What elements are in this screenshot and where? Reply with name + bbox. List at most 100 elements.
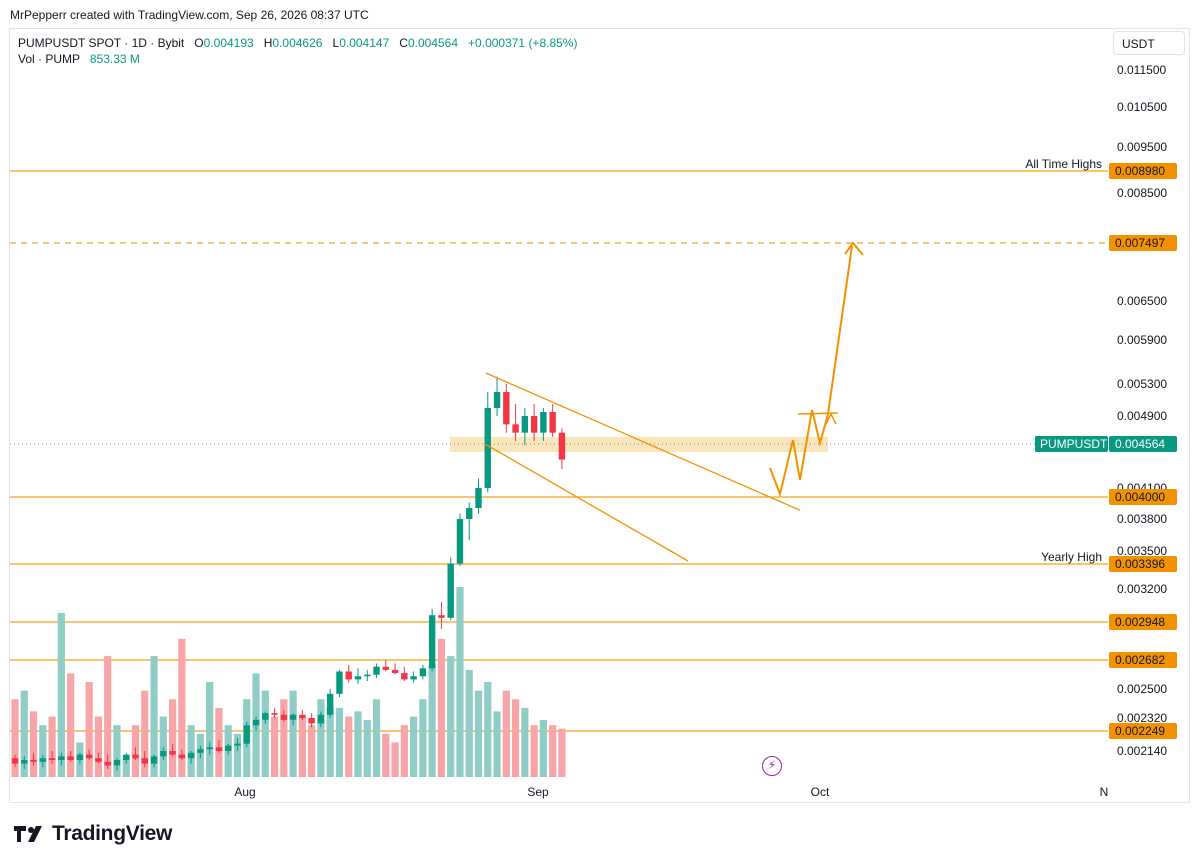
candle-body xyxy=(215,747,223,751)
volume-bar xyxy=(168,699,177,777)
candle-body xyxy=(493,392,501,408)
candle-body xyxy=(85,754,93,759)
tradingview-wordmark: TradingView xyxy=(52,822,173,845)
high-label: H xyxy=(263,36,273,50)
candle-body xyxy=(30,760,37,762)
candle-body xyxy=(150,756,158,764)
y-tick-label: 0.009500 xyxy=(1117,140,1167,154)
y-tick-label: 0.011500 xyxy=(1117,63,1166,77)
y-tick-label: 0.002500 xyxy=(1117,682,1167,696)
candle-body xyxy=(113,760,121,766)
candle-body xyxy=(558,432,566,460)
candle-body xyxy=(76,754,84,760)
candle-body xyxy=(317,714,325,724)
volume-bar xyxy=(29,711,38,777)
chart-credit: MrPepperr created with TradingView.com, … xyxy=(10,8,369,22)
candle-body xyxy=(530,416,538,433)
candle-body xyxy=(280,714,288,720)
volume-bar xyxy=(308,725,316,777)
volume-bar xyxy=(206,682,214,777)
candle-body xyxy=(373,666,380,675)
volume-bar xyxy=(549,725,557,777)
tradingview-logo-icon xyxy=(14,826,42,842)
volume-bar xyxy=(122,756,130,777)
x-tick-label: Oct xyxy=(811,785,830,799)
candle-body xyxy=(178,754,186,759)
volume-bar xyxy=(20,690,28,777)
volume-bar xyxy=(141,690,149,777)
candle-body xyxy=(252,719,260,726)
level-price-tag xyxy=(1109,489,1177,505)
level-price-tag xyxy=(1109,652,1177,668)
candle-body xyxy=(364,674,371,677)
volume-bar xyxy=(326,707,334,777)
candle-body xyxy=(206,747,213,750)
volume-bar xyxy=(558,728,566,777)
candle-body xyxy=(123,754,130,760)
volume-bar xyxy=(484,682,492,777)
change-value: +0.000371 (+8.85%) xyxy=(468,36,578,50)
candle-body xyxy=(141,758,148,764)
volume-bar xyxy=(465,669,473,777)
last-price-tag xyxy=(1109,436,1177,452)
candle-body xyxy=(382,666,389,670)
y-tick-label: 0.010500 xyxy=(1117,100,1167,114)
symbol-label[interactable]: PUMPUSDT SPOT · 1D · Bybit xyxy=(18,36,185,50)
projection-arrowhead xyxy=(844,241,864,256)
open-value: 0.004193 xyxy=(203,36,254,50)
last-price-symbol-tag xyxy=(1035,436,1108,452)
candle-body xyxy=(132,754,139,759)
candle-body xyxy=(540,412,547,433)
candle-body xyxy=(299,714,306,718)
ohlc-row: PUMPUSDT SPOT · 1D · Bybit O0.004193 H0.… xyxy=(18,35,577,51)
volume-bar xyxy=(521,707,529,777)
close-label: C xyxy=(399,36,408,50)
candle-body xyxy=(169,751,176,755)
volume-bar xyxy=(85,682,93,777)
candle-body xyxy=(39,758,47,762)
volume-label[interactable]: Vol · PUMP xyxy=(18,52,80,66)
chart-legend: PUMPUSDT SPOT · 1D · Bybit O0.004193 H0.… xyxy=(18,35,577,67)
level-price-label: 0.004000 xyxy=(1115,490,1165,504)
last-price-symbol: PUMPUSDT xyxy=(1040,437,1108,451)
volume-bar xyxy=(530,725,538,777)
candle-body xyxy=(447,563,454,618)
volume-bar xyxy=(345,716,353,777)
tradingview-logo[interactable]: TradingView xyxy=(12,822,172,846)
volume-row: Vol · PUMP 853.33 M xyxy=(18,51,577,67)
volume-bar xyxy=(539,720,547,777)
candle-body xyxy=(391,669,399,674)
volume-bar xyxy=(456,587,464,777)
volume-bar xyxy=(363,720,371,777)
open-label: O xyxy=(194,36,204,50)
chart-frame xyxy=(9,28,1190,803)
level-price-label: 0.008980 xyxy=(1115,164,1165,178)
lightning-icon[interactable]: ⚡ xyxy=(762,756,782,776)
candle-body xyxy=(58,756,65,760)
volume-bar xyxy=(150,656,158,777)
currency-selector[interactable]: USDT xyxy=(1113,31,1185,55)
volume-bar xyxy=(280,699,288,777)
level-price-label: 0.003396 xyxy=(1115,557,1165,571)
y-tick-label: 0.002140 xyxy=(1117,744,1167,758)
volume-bar xyxy=(113,725,121,777)
candle-body xyxy=(549,412,556,433)
volume-bar xyxy=(419,699,427,777)
candle-body xyxy=(271,713,278,715)
last-price-value: 0.004564 xyxy=(1115,437,1165,451)
volume-bar xyxy=(447,656,455,777)
candle-body xyxy=(484,408,491,488)
breakout-arrowhead xyxy=(825,412,837,425)
candle-body xyxy=(308,718,315,724)
level-text-label: Yearly High xyxy=(1041,550,1102,564)
y-tick-label: 0.003200 xyxy=(1117,582,1167,596)
y-tick-label: 0.003800 xyxy=(1117,512,1167,526)
high-value: 0.004626 xyxy=(272,36,323,50)
volume-bar xyxy=(474,690,483,777)
candle-body xyxy=(225,745,232,751)
volume-bar xyxy=(11,699,19,777)
volume-bar xyxy=(159,716,167,777)
candle-body xyxy=(197,749,204,753)
projection-path xyxy=(769,245,853,498)
